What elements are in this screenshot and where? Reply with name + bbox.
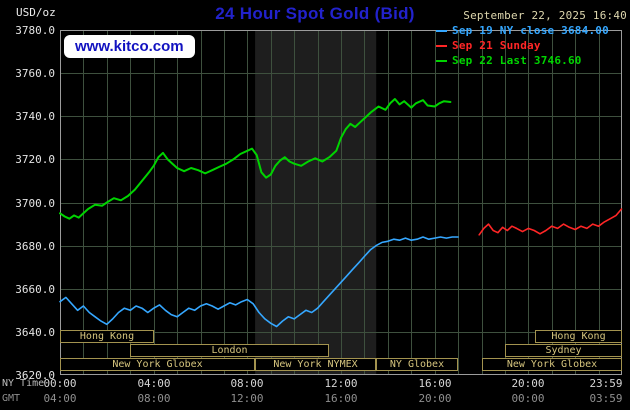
x-tick-gmt: 16:00 [324,392,358,405]
x-tick-ny-time: 23:59 [589,377,623,390]
legend-item: Sep 19 NY close 3684.00 [436,23,609,38]
legend-label: Sep 22 Last 3746.60 [452,54,582,67]
x-tick-ny-time: 00:00 [43,377,77,390]
y-axis-tick-label: 3620.0 [15,369,55,382]
y-axis-tick-label: 3760.0 [15,67,55,80]
x-tick-gmt: 03:59 [589,392,623,405]
session-bar-new-york-nymex: New York NYMEX [255,358,376,371]
x-tick-ny-time: 16:00 [418,377,452,390]
price-line-sep22 [59,98,452,220]
y-axis-tick-label: 3700.0 [15,197,55,210]
chart-legend: Sep 19 NY close 3684.00 Sep 21 Sunday Sep … [436,23,609,68]
session-bar-ny-globex: NY Globex [376,358,458,371]
session-bar-hong-kong: Hong Kong [60,330,154,343]
x-tick-gmt: 04:00 [43,392,77,405]
session-bar-sydney: Sydney [505,344,622,357]
y-axis-tick-label: 3640.0 [15,326,55,339]
y-axis-tick-label: 3780.0 [15,24,55,37]
x-tick-gmt: 12:00 [230,392,264,405]
legend-label: Sep 19 NY close 3684.00 [452,24,609,37]
legend-label: Sep 21 Sunday [452,39,541,52]
price-line-sep21 [478,208,623,236]
y-axis-units-label: USD/oz [16,6,56,19]
x-tick-ny-time: 12:00 [324,377,358,390]
y-axis-tick-label: 3740.0 [15,110,55,123]
x-tick-ny-time: 08:00 [230,377,264,390]
session-bar-london: London [130,344,329,357]
kitco-watermark-link[interactable]: www.kitco.com [64,35,195,58]
plot-border [60,30,622,375]
legend-dash-icon [436,59,447,62]
x-tick-gmt: 20:00 [418,392,452,405]
chart-datetime: September 22, 2025 16:40 [463,9,627,22]
price-line-sep19 [59,236,459,328]
legend-item: Sep 21 Sunday [436,38,609,53]
x-tick-gmt: 08:00 [137,392,171,405]
x-tick-ny-time: 04:00 [137,377,171,390]
session-bar-new-york-globex: New York Globex [482,358,622,371]
nymex-session-band [255,30,377,375]
legend-dash-icon [436,44,447,47]
gmt-axis-label: GMT [2,393,21,404]
y-axis-tick-label: 3680.0 [15,240,55,253]
x-tick-ny-time: 20:00 [511,377,545,390]
x-tick-gmt: 00:00 [511,392,545,405]
legend-dash-icon [436,29,447,32]
y-axis-tick-label: 3660.0 [15,283,55,296]
y-axis-tick-label: 3720.0 [15,153,55,166]
chart-title: 24 Hour Spot Gold (Bid) [215,4,415,23]
session-bar-new-york-globex: New York Globex [60,358,255,371]
legend-item: Sep 22 Last 3746.60 [436,53,609,68]
session-bar-hong-kong: Hong Kong [535,330,622,343]
ny-time-axis-label: NY Time [2,378,45,389]
